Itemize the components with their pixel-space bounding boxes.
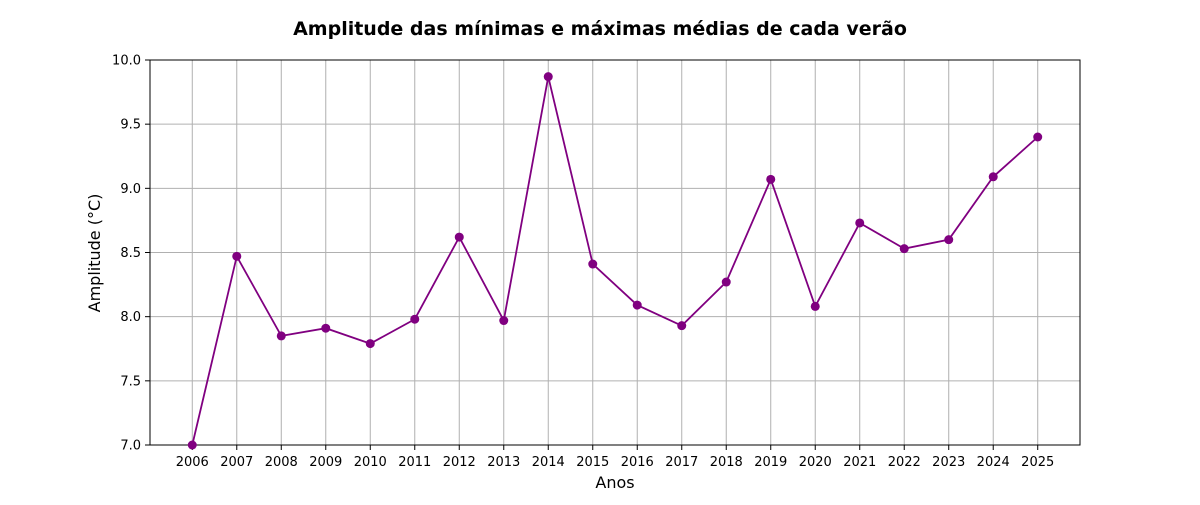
- data-point: [721, 277, 731, 287]
- data-point: [454, 232, 464, 242]
- y-axis-label: Amplitude (°C): [85, 194, 104, 313]
- y-tick-label: 10.0: [112, 54, 141, 69]
- data-point: [365, 339, 375, 349]
- y-tick-label: 7.5: [120, 374, 141, 389]
- grid-layer: [150, 59, 1080, 446]
- data-point: [855, 218, 865, 228]
- data-point: [187, 440, 197, 450]
- x-tick-label: 2020: [799, 455, 832, 470]
- data-point: [1033, 132, 1043, 142]
- x-tick-label: 2008: [265, 455, 298, 470]
- data-point: [499, 316, 509, 326]
- data-point: [810, 301, 820, 311]
- data-point: [410, 314, 420, 324]
- y-tick-label: 8.5: [120, 246, 141, 261]
- series-layer: [187, 72, 1043, 450]
- data-point: [588, 259, 598, 269]
- x-tick-label: 2011: [398, 455, 431, 470]
- data-point: [988, 172, 998, 182]
- data-point: [944, 235, 954, 245]
- axis-layer: 2006 2007 2008 2009 2010 2011 2012 2013 2014 2015…: [112, 54, 1081, 470]
- data-point: [766, 174, 776, 184]
- x-axis-label: Anos: [595, 473, 634, 492]
- x-tick-label: 2016: [621, 455, 654, 470]
- data-point: [632, 300, 642, 310]
- x-tick-label: 2024: [977, 455, 1010, 470]
- data-point: [321, 323, 331, 333]
- x-tick-label: 2017: [665, 455, 698, 470]
- data-point: [276, 331, 286, 341]
- y-tick-label: 7.0: [120, 439, 141, 454]
- series-line: [191, 76, 1039, 446]
- x-tick-label: 2009: [309, 455, 342, 470]
- x-tick-label: 2007: [220, 455, 253, 470]
- x-tick-label: 2018: [710, 455, 743, 470]
- x-tick-label: 2022: [888, 455, 921, 470]
- x-tick-label: 2015: [576, 455, 609, 470]
- x-tick-label: 2019: [754, 455, 787, 470]
- x-tick-label: 2012: [443, 455, 476, 470]
- data-point: [543, 72, 553, 82]
- y-tick-label: 9.0: [120, 182, 141, 197]
- x-tick-label: 2006: [176, 455, 209, 470]
- x-tick-label: 2013: [487, 455, 520, 470]
- y-tick-label: 9.5: [120, 118, 141, 133]
- data-point: [899, 244, 909, 254]
- x-tick-label: 2023: [932, 455, 965, 470]
- chart-title: Amplitude das mínimas e máximas médias d…: [293, 18, 907, 40]
- x-tick-label: 2014: [532, 455, 565, 470]
- x-tick-label: 2025: [1021, 455, 1054, 470]
- plot-frame: [149, 59, 1081, 446]
- y-tick-label: 8.0: [120, 310, 141, 325]
- x-tick-label: 2010: [354, 455, 387, 470]
- x-tick-label: 2021: [843, 455, 876, 470]
- data-point: [677, 321, 687, 331]
- data-point: [232, 251, 242, 261]
